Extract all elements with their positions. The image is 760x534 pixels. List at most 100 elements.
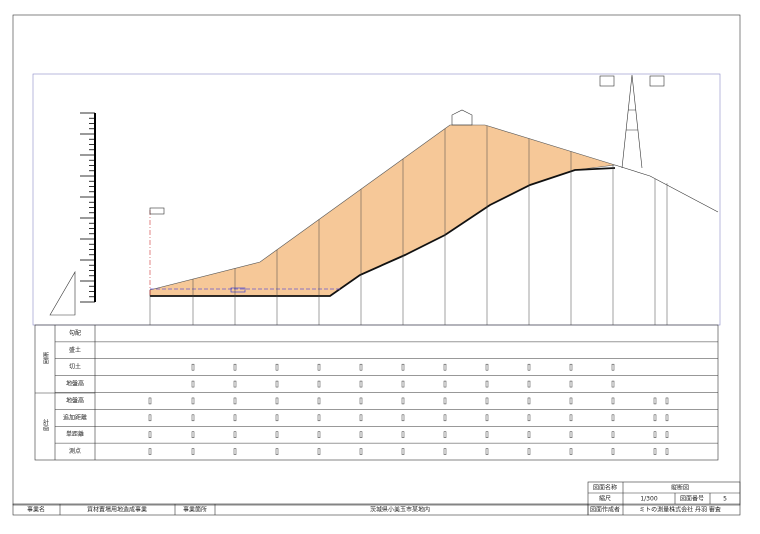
row-label: 切土 [69, 363, 81, 371]
cell-mark [275, 363, 279, 371]
cell-mark [401, 431, 405, 438]
cell-mark [485, 397, 489, 405]
sign [649, 75, 665, 87]
cell-mark [443, 448, 447, 455]
cell-mark [148, 448, 152, 455]
cell-mark [317, 448, 321, 455]
cell-mark [233, 414, 237, 422]
cell-mark [569, 448, 573, 455]
cell-mark [611, 397, 615, 405]
cell-mark [527, 431, 531, 438]
cell-mark [359, 380, 363, 388]
cell-mark [653, 431, 657, 438]
cell-mark [485, 448, 489, 455]
row-label: 勾配 [69, 329, 81, 337]
label: 縮尺 [599, 495, 611, 503]
cell-mark [653, 397, 657, 405]
cell-mark [665, 431, 669, 438]
existing-ground [614, 164, 719, 213]
group-label: 計画 [42, 418, 49, 432]
cell-mark [569, 380, 573, 388]
cell-mark [527, 380, 531, 388]
cell-mark [191, 363, 195, 371]
cell-mark [611, 380, 615, 388]
cell-mark [148, 414, 152, 422]
row-label: 追加距離 [63, 413, 87, 421]
row-label: 地盤高 [66, 396, 84, 404]
row-label: 盛土 [69, 346, 81, 354]
cell-mark [359, 431, 363, 438]
cell-mark [317, 380, 321, 388]
tower-icon [621, 74, 643, 169]
cell-mark [275, 448, 279, 455]
title-block: 図面名称 縦断図 縮尺 1/300 図面番号 5 図面作成者 ミトの測量株式会社… [587, 481, 741, 516]
cell-mark [569, 397, 573, 405]
value: 茨城県小美玉市某地内 [370, 506, 430, 514]
cell-mark [527, 414, 531, 422]
cell-mark [191, 397, 195, 405]
cell-mark [485, 414, 489, 422]
row-label: 単距離 [66, 430, 84, 438]
cell-mark [275, 431, 279, 438]
sign [599, 75, 615, 87]
cell-mark [275, 380, 279, 388]
cell-mark [191, 380, 195, 388]
cell-mark [665, 448, 669, 455]
cell-mark [653, 448, 657, 455]
cell-mark [401, 380, 405, 388]
sign [149, 207, 165, 215]
cell-mark [191, 431, 195, 438]
cell-mark [317, 414, 321, 422]
value: 縦断図 [671, 484, 689, 492]
scale-triangle [49, 270, 76, 316]
group-label: 断面 [42, 351, 49, 365]
cell-mark [653, 414, 657, 422]
cell-mark [401, 448, 405, 455]
label: 図面名称 [593, 484, 617, 492]
label: 事業名 [27, 506, 45, 514]
cell-mark [275, 397, 279, 405]
cell-mark [527, 363, 531, 371]
cell-mark [401, 414, 405, 422]
cell-mark [233, 380, 237, 388]
cell-mark [148, 397, 152, 405]
cell-mark [401, 363, 405, 371]
value: 資材置場用地造成事業 [87, 506, 147, 514]
footer: 事業名 資材置場用地造成事業 事業箇所 茨城県小美玉市某地内 [12, 503, 589, 516]
house-icon [451, 109, 473, 126]
sheet-border [12, 14, 741, 506]
cell-mark [359, 397, 363, 405]
cell-mark [665, 397, 669, 405]
label: 図面作成者 [590, 506, 620, 514]
cell-mark [527, 448, 531, 455]
row-label: 測点 [69, 447, 81, 455]
cell-mark [665, 414, 669, 422]
cell-mark [233, 363, 237, 371]
value: 1/300 [640, 496, 657, 503]
station-lines [149, 125, 668, 325]
cell-mark [443, 414, 447, 422]
cell-mark [611, 363, 615, 371]
cell-mark [569, 414, 573, 422]
cell-mark [359, 448, 363, 455]
cell-mark [443, 431, 447, 438]
cell-mark [191, 448, 195, 455]
cell-mark [443, 363, 447, 371]
cell-mark [401, 397, 405, 405]
cell-mark [359, 414, 363, 422]
embankment [149, 124, 616, 297]
cell-mark [317, 363, 321, 371]
cell-mark [233, 448, 237, 455]
cell-mark [275, 414, 279, 422]
cell-mark [233, 431, 237, 438]
label: 事業箇所 [183, 506, 207, 514]
cell-mark [611, 431, 615, 438]
value: 5 [723, 496, 727, 503]
cell-mark [359, 363, 363, 371]
cell-mark [527, 397, 531, 405]
marker [230, 287, 246, 293]
cell-mark [317, 431, 321, 438]
cell-mark [485, 363, 489, 371]
